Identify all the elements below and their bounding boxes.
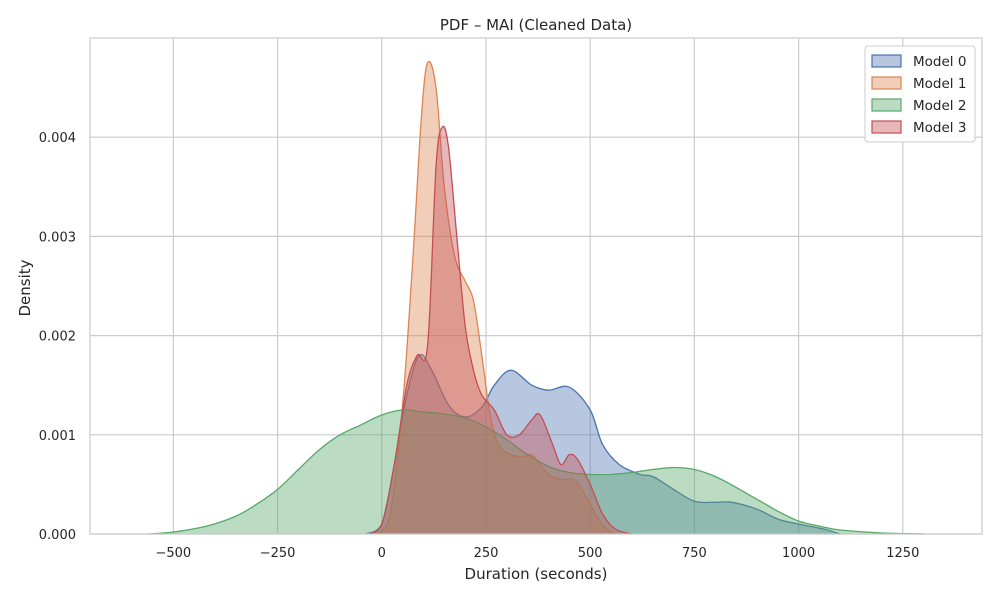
y-axis-label: Density — [16, 259, 34, 316]
y-tick-label: 0.003 — [39, 230, 76, 245]
density-area — [377, 61, 616, 535]
legend-swatch — [871, 98, 902, 112]
legend-label: Model 1 — [913, 76, 966, 92]
plot-frame — [89, 37, 983, 535]
legend-label: Model 3 — [913, 120, 966, 136]
series-model-2 — [148, 409, 924, 535]
legend-swatch — [871, 120, 902, 134]
x-tick-label: −500 — [156, 546, 192, 561]
series-model-0 — [364, 353, 841, 535]
legend-box — [864, 45, 976, 143]
y-tick-label: 0.004 — [39, 131, 76, 146]
density-area — [365, 354, 841, 534]
density-line — [364, 353, 841, 535]
legend-swatch — [871, 76, 902, 90]
x-tick-labels: −500 −250 0 250 500 750 1000 1250 — [156, 546, 920, 561]
legend-swatch — [871, 54, 902, 68]
legend-label: Model 2 — [913, 98, 966, 114]
x-tick-label: 750 — [682, 546, 707, 561]
legend-item: Model 0 — [871, 54, 966, 70]
y-tick-label: 0.001 — [39, 429, 76, 444]
series-model-3 — [368, 125, 633, 535]
chart-title: PDF – MAI (Cleaned Data) — [440, 16, 632, 34]
y-tick-label: 0.000 — [39, 528, 76, 543]
x-tick-label: 1000 — [782, 546, 815, 561]
x-tick-label: −250 — [260, 546, 296, 561]
x-axis-label: Duration (seconds) — [465, 565, 608, 583]
density-line — [377, 60, 616, 535]
density-area — [369, 126, 632, 534]
legend-item: Model 1 — [871, 76, 966, 92]
x-tick-label: 1250 — [886, 546, 919, 561]
legend-item: Model 2 — [871, 98, 966, 114]
series-model-1 — [377, 60, 616, 535]
x-tick-label: 0 — [378, 546, 386, 561]
y-tick-labels: 0.000 0.001 0.002 0.003 0.004 — [39, 131, 76, 543]
density-line — [368, 125, 633, 535]
series-areas — [148, 60, 924, 535]
density-area — [148, 409, 924, 534]
legend-label: Model 0 — [913, 54, 966, 70]
density-line — [148, 409, 924, 535]
legend: Model 0 Model 1 Model 2 Model 3 — [864, 45, 976, 143]
legend-item: Model 3 — [871, 120, 966, 136]
y-tick-label: 0.002 — [39, 330, 76, 345]
x-tick-label: 250 — [474, 546, 499, 561]
x-tick-label: 500 — [578, 546, 603, 561]
